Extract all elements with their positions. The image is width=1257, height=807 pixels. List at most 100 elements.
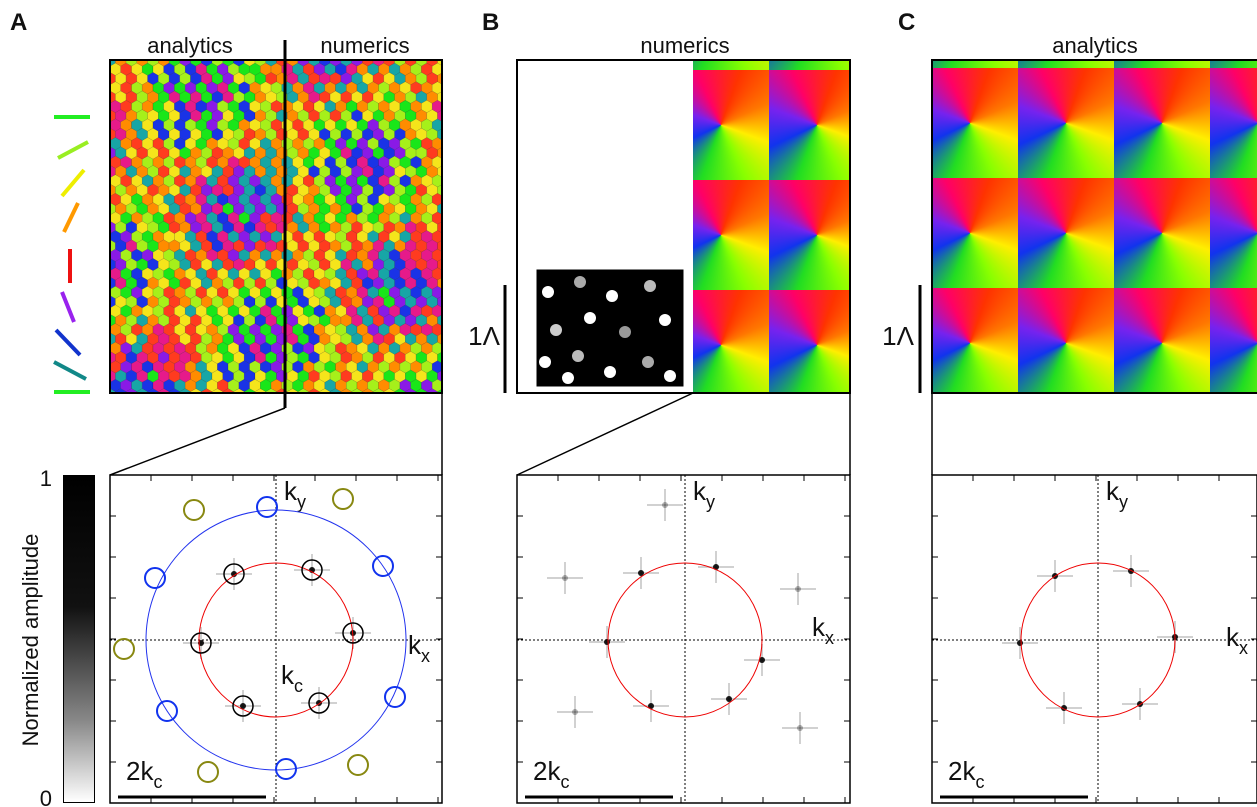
- hexagon: [464, 249, 475, 261]
- hexagon: [438, 407, 449, 419]
- hexagon: [459, 221, 470, 233]
- panel-title: numerics: [320, 33, 409, 58]
- hexagon: [459, 351, 470, 363]
- hexagon: [325, 398, 336, 410]
- hexagon: [454, 268, 465, 280]
- hexagon: [464, 361, 475, 373]
- hexagon: [260, 398, 271, 410]
- hexagon: [443, 193, 454, 205]
- label-subscript: x: [1239, 638, 1248, 658]
- peak: [604, 639, 610, 645]
- hexagon: [454, 82, 465, 94]
- hexagon: [180, 407, 191, 419]
- hexagon: [448, 54, 459, 66]
- hexagon: [244, 407, 255, 419]
- hexagon: [389, 398, 400, 410]
- hexagon: [448, 407, 459, 419]
- hexagon: [454, 417, 465, 429]
- hexagon: [464, 305, 475, 317]
- panel-label: B: [482, 9, 499, 36]
- hexagon: [416, 407, 427, 419]
- hexagon: [448, 333, 459, 345]
- hexagon: [464, 156, 475, 168]
- hexagon: [454, 212, 465, 224]
- hexagon: [346, 417, 357, 429]
- hexagon: [454, 156, 465, 168]
- inset-link: [625, 165, 685, 268]
- hexagon: [454, 361, 465, 373]
- hexagon: [330, 407, 341, 419]
- label-base: k: [812, 612, 826, 642]
- hexagon: [400, 398, 411, 410]
- hexagon: [443, 119, 454, 131]
- hexagon: [443, 100, 454, 112]
- hexagon: [314, 398, 325, 410]
- hexagon: [443, 379, 454, 391]
- hexagon: [454, 379, 465, 391]
- hexagon: [454, 138, 465, 150]
- hexagon: [464, 138, 475, 150]
- hexagon: [303, 417, 314, 429]
- hexagon: [357, 398, 368, 410]
- figure-overlay: 2kckykxkc2kckykx2kckykx A B C analytics …: [0, 0, 1257, 807]
- panel-title: numerics: [640, 33, 729, 58]
- panel-label: A: [10, 9, 27, 36]
- hexagon: [217, 417, 228, 429]
- orientation-legend: [54, 117, 90, 392]
- hexagon: [169, 407, 180, 419]
- hexagon: [421, 417, 432, 429]
- hexagon: [196, 398, 207, 410]
- hexagon: [448, 314, 459, 326]
- hexagon: [309, 407, 320, 419]
- hexagon: [454, 193, 465, 205]
- hexagon: [239, 398, 250, 410]
- hexagon: [464, 286, 475, 298]
- hexagon: [207, 398, 218, 410]
- hexagon: [454, 305, 465, 317]
- hexagon: [137, 407, 148, 419]
- hexagon: [448, 165, 459, 177]
- hexagon: [454, 175, 465, 187]
- label-base: k: [408, 630, 422, 660]
- hexagon: [459, 277, 470, 289]
- hexagon: [293, 398, 304, 410]
- hexagon: [121, 398, 132, 410]
- hexagon: [448, 128, 459, 140]
- hexagon: [132, 417, 143, 429]
- hexagon: [164, 417, 175, 429]
- fourier-frame: [932, 475, 1257, 803]
- hexagon: [448, 296, 459, 308]
- panel-title: analytics: [147, 33, 233, 58]
- hexagon: [454, 249, 465, 261]
- zoom-links: [110, 393, 932, 475]
- hexagon: [110, 417, 121, 429]
- hexagon: [115, 407, 126, 419]
- peak: [1017, 640, 1023, 646]
- hexagon: [142, 398, 153, 410]
- hexagon: [459, 240, 470, 252]
- hexagon: [185, 417, 196, 429]
- hexagon: [287, 407, 298, 419]
- hexagon: [459, 370, 470, 382]
- hexagon: [142, 417, 153, 429]
- hexagon: [448, 389, 459, 401]
- hexagon: [448, 184, 459, 196]
- hexagon: [464, 82, 475, 94]
- hexagon: [448, 221, 459, 233]
- hexagon: [174, 398, 185, 410]
- label-base: 2k: [126, 756, 154, 786]
- hexagon: [443, 212, 454, 224]
- colorbar-min: 0: [40, 786, 52, 807]
- hexagon: [379, 398, 390, 410]
- hexagon: [454, 324, 465, 336]
- hexagon: [325, 417, 336, 429]
- hexagon: [448, 258, 459, 270]
- hexagon: [314, 417, 325, 429]
- hexagon: [459, 110, 470, 122]
- label-base: k: [281, 660, 295, 690]
- hexagon: [110, 398, 121, 410]
- hexagon: [191, 407, 202, 419]
- inset-source: [580, 123, 625, 165]
- hexagon: [448, 240, 459, 252]
- hexagon: [132, 398, 143, 410]
